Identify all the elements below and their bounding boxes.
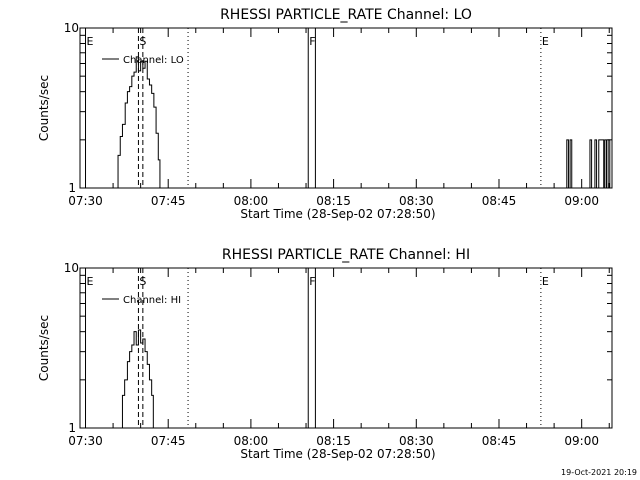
panel-1-y-tick-label-1: 1 bbox=[68, 181, 76, 195]
panel-2-legend-label: Channel: HI bbox=[123, 295, 181, 306]
panel-1-x-axis-label: Start Time (28-Sep-02 07:28:50) bbox=[240, 207, 435, 221]
panel-1-y-axis-label: Counts/sec bbox=[37, 75, 51, 141]
panel-2-chart: RHESSI PARTICLE_RATE Channel: HI 07:30 07:… bbox=[37, 247, 613, 461]
panel-2-x-tick-label: 07:30 bbox=[68, 434, 103, 448]
panel-2-x-axis-label: Start Time (28-Sep-02 07:28:50) bbox=[240, 447, 435, 461]
panel-1-marker-label-4: F bbox=[309, 35, 315, 48]
panel-2-y-axis-label: Counts/sec bbox=[37, 315, 51, 381]
panel-1-y-tick-label-10: 10 bbox=[64, 21, 79, 35]
panel-2-x-tick-label: 07:45 bbox=[151, 434, 186, 448]
panel-2-marker-label-6: E bbox=[542, 275, 549, 288]
panel-1-x-tick-label: 07:45 bbox=[151, 194, 186, 208]
panel-1-series-1 bbox=[116, 56, 161, 189]
panel-2-x-tick-label: 08:30 bbox=[399, 434, 434, 448]
panel-1-x-tick-label: 09:00 bbox=[564, 194, 599, 208]
footer-timestamp: 19-Oct-2021 20:19 bbox=[561, 468, 637, 477]
panel-2-x-tick-label: 08:00 bbox=[234, 434, 269, 448]
panel-2-title: RHESSI PARTICLE_RATE Channel: HI bbox=[222, 247, 470, 263]
panel-1-marker-label-1: S bbox=[139, 35, 146, 48]
panel-2-x-tick-label: 09:00 bbox=[564, 434, 599, 448]
panel-1-x-tick-label: 07:30 bbox=[68, 194, 103, 208]
panel-1-title: RHESSI PARTICLE_RATE Channel: LO bbox=[220, 7, 472, 23]
panel-1-frame bbox=[79, 27, 613, 189]
panel-1-marker-label-6: E bbox=[542, 35, 549, 48]
panel-2-y-tick-label-10: 10 bbox=[64, 261, 79, 275]
panel-2-marker-label-4: F bbox=[309, 275, 315, 288]
panel-2-marker-label-1: S bbox=[139, 275, 146, 288]
panel-1-x-tick-label: 08:45 bbox=[482, 194, 517, 208]
panel-2-y-tick-label-1: 1 bbox=[68, 421, 76, 435]
panel-2-marker-label-0: E bbox=[87, 275, 94, 288]
panel-1-chart: RHESSI PARTICLE_RATE Channel: LO 07:30 07:… bbox=[37, 7, 613, 221]
panel-1-x-tick-label: 08:00 bbox=[234, 194, 269, 208]
panel-1-x-tick-label: 08:15 bbox=[316, 194, 351, 208]
panel-1-legend-label: Channel: LO bbox=[123, 55, 184, 66]
panel-2-x-tick-label: 08:45 bbox=[482, 434, 517, 448]
panel-2-frame bbox=[79, 267, 613, 429]
panel-1-marker-label-0: E bbox=[87, 35, 94, 48]
panel-2-x-tick-label: 08:15 bbox=[316, 434, 351, 448]
panel-1-series-2 bbox=[565, 139, 611, 189]
panel-2-series-1 bbox=[120, 329, 154, 429]
panel-1-x-tick-label: 08:30 bbox=[399, 194, 434, 208]
